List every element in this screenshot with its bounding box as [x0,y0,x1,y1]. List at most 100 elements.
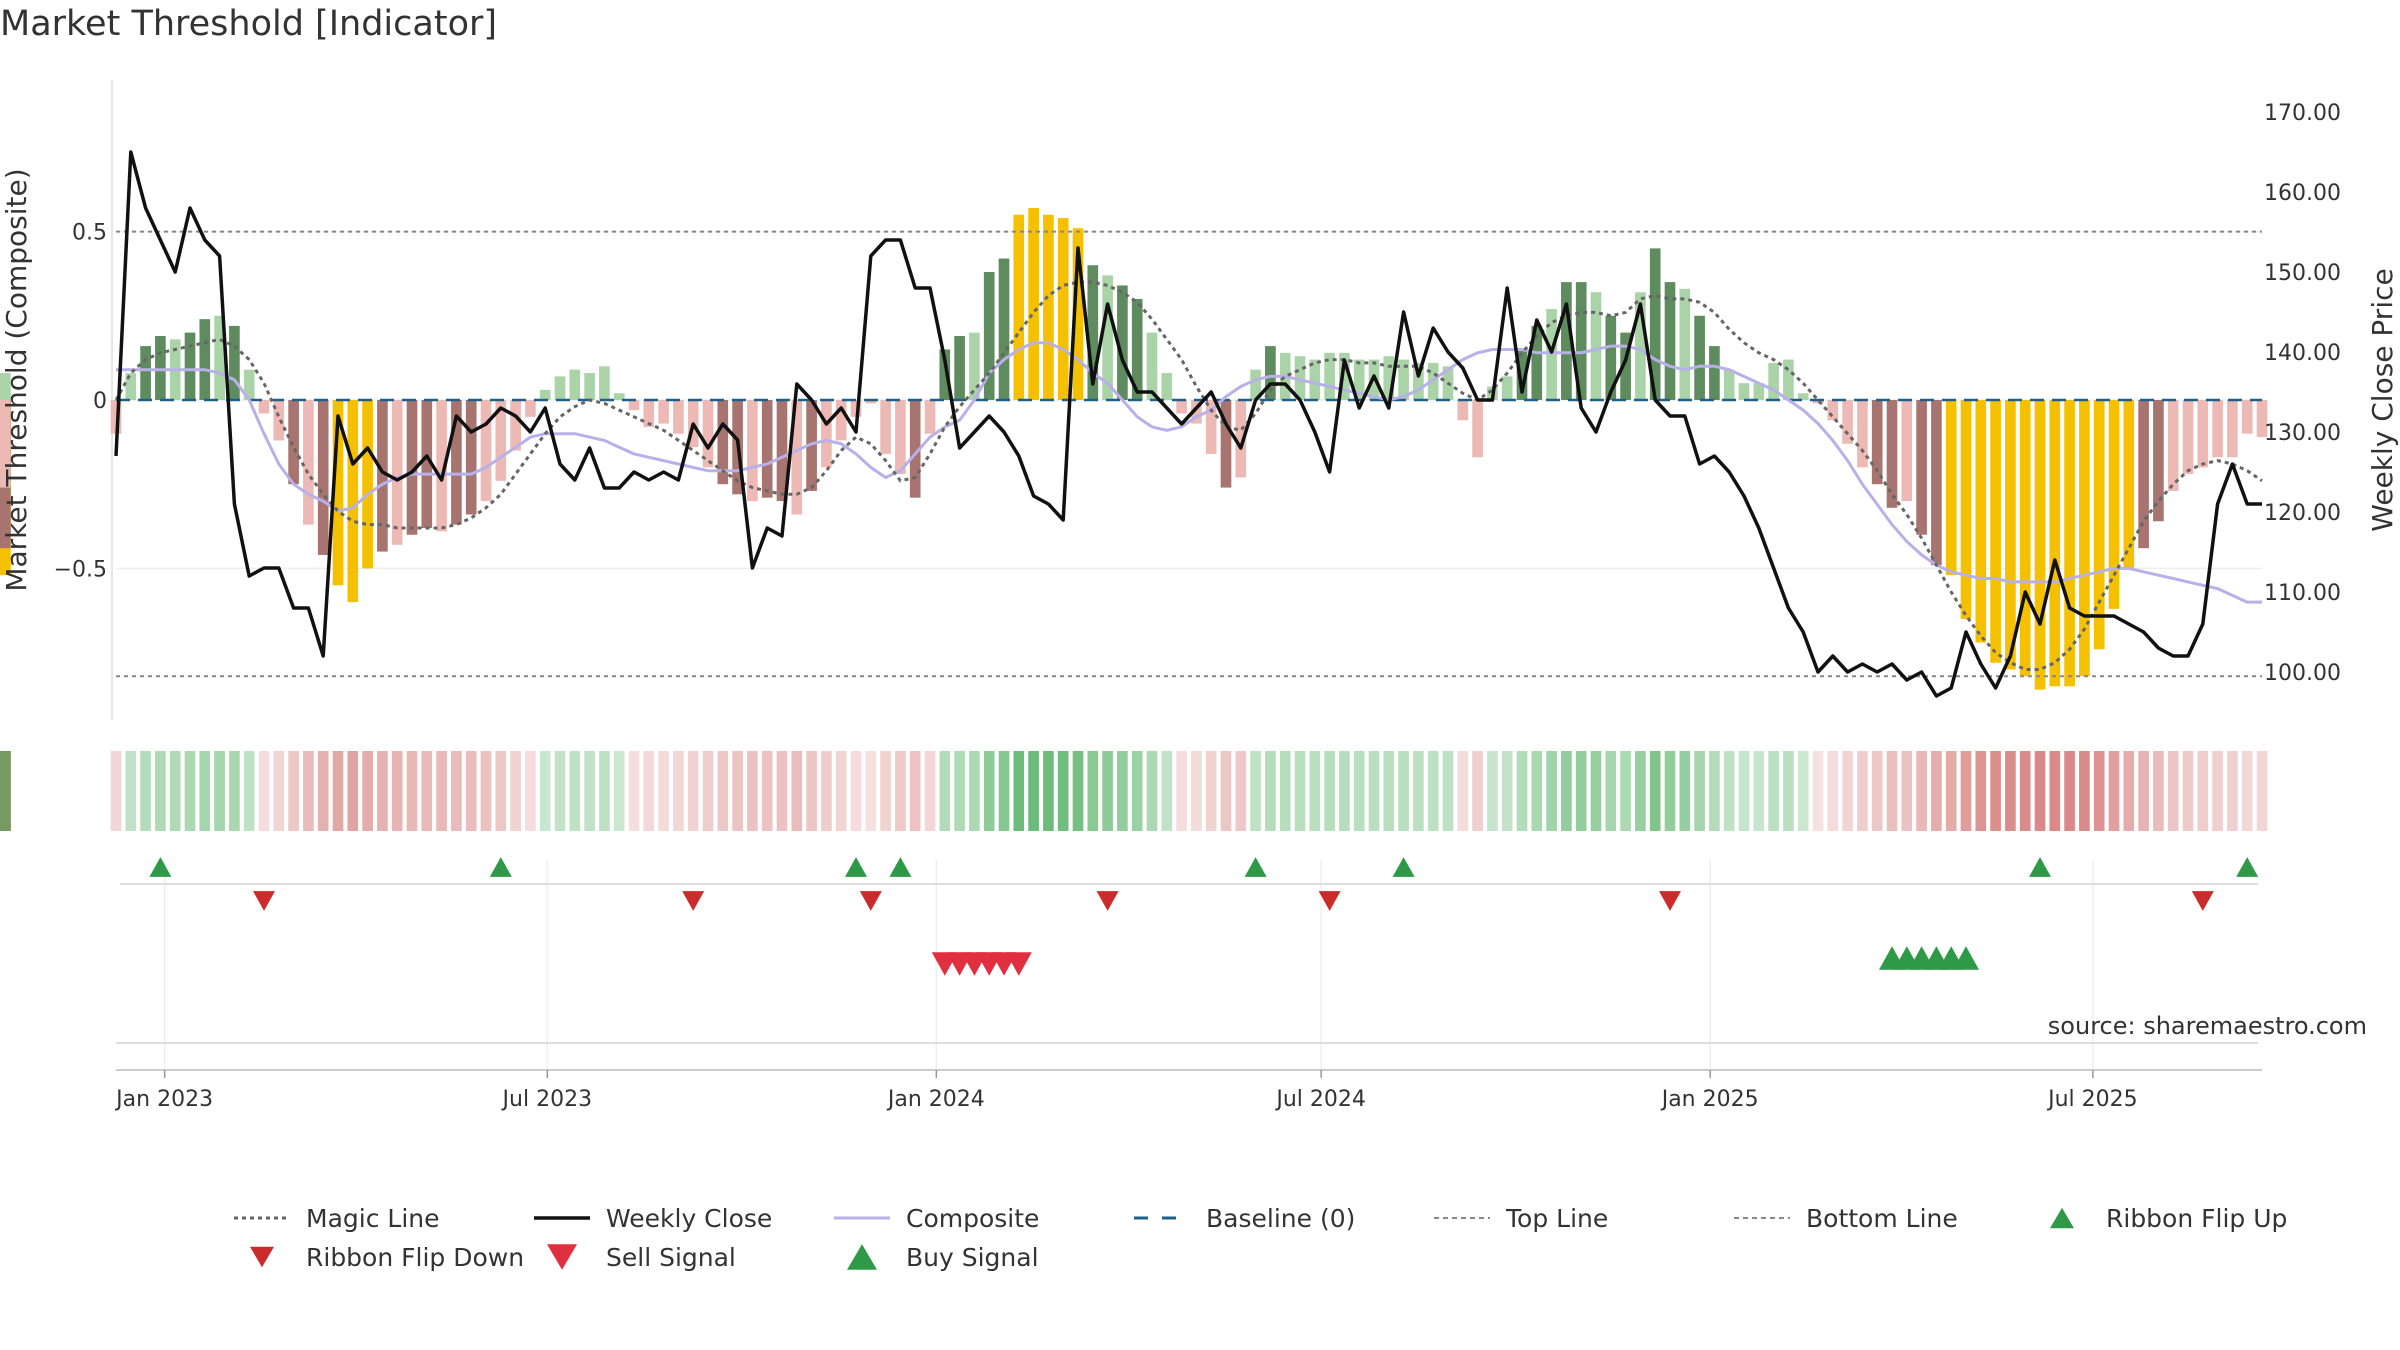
ribbon-segment [1383,751,1395,831]
ribbon-segment [2093,751,2105,831]
ribbon-segment [1812,751,1824,831]
composite-bar [569,369,581,400]
composite-bar [821,400,832,468]
composite-bar [1546,309,1557,400]
ribbon-segment [628,751,640,831]
ribbon-segment [1797,751,1809,831]
ribbon-segment [1146,751,1158,831]
ribbon-segment [0,751,11,831]
ribbon-segment [1990,751,2001,831]
composite-bar [199,319,211,400]
ribbon-segment [1353,751,1365,831]
ribbon-segment [347,751,359,831]
composite-bar [1501,376,1513,400]
x-tick-label: Jul 2024 [1274,1087,1366,1112]
y-right-tick-label: 150.00 [2264,261,2341,286]
y-right-tick-label: 140.00 [2264,341,2341,366]
ribbon-segment [391,751,403,831]
ribbon-segment [1324,751,1335,831]
ribbon-segment [1768,751,1779,831]
composite-bar [924,400,936,434]
y-right-tick-label: 100.00 [2264,661,2341,686]
ribbon-segment [687,751,699,831]
y-right-tick-label: 130.00 [2264,421,2341,446]
composite-bar [2064,400,2075,687]
ribbon-segment [1723,751,1735,831]
composite-bar [317,400,329,555]
composite-bar [436,400,447,532]
ribbon-segment [2005,751,2016,831]
composite-bar [702,400,714,468]
ribbon-segment [465,751,477,831]
composite-bar [939,349,951,400]
ribbon-segment [1427,751,1439,831]
weekly-close-line [114,150,2262,698]
ribbon-flip-up-marker [1244,857,1267,877]
composite-bar [1043,214,1054,400]
composite-bar [2241,400,2253,434]
legend-label: Top Line [1505,1204,1608,1233]
composite-bar [1087,265,1099,400]
composite-bar [673,400,684,434]
composite-bar [539,389,551,400]
composite-bar [2212,400,2223,458]
composite-bar [2256,400,2268,438]
composite-bar [1812,400,1824,404]
composite-bar [835,400,847,441]
composite-bar [2093,400,2105,650]
ribbon-segment [613,751,625,831]
composite-bar [2182,400,2194,475]
ribbon-segment [2064,751,2075,831]
ribbon-segment [1501,751,1513,831]
ribbon-flip-down-marker [1096,891,1119,911]
composite-bar [1990,400,2001,663]
ribbon-flip-up-marker [149,857,172,877]
chart-title: Market Threshold [Indicator] [0,4,498,44]
ribbon-segment [1516,751,1528,831]
ribbon-segment [155,751,166,831]
composite-bar [406,400,418,535]
composite-bar [895,400,906,475]
composite-bar [1309,359,1321,400]
ribbon-segment [1442,751,1454,831]
ribbon-segment [880,751,891,831]
composite-bar [2005,400,2016,670]
composite-bar [1605,315,1617,400]
ribbon-segment [998,751,1010,831]
ribbon-segment [1931,751,1942,831]
ribbon-segment [0,751,11,831]
ribbon-segment [821,751,832,831]
ribbon-segment [717,751,729,831]
ribbon-flip-up-marker [845,857,867,877]
ribbon-segment [377,751,388,831]
legend-label: Weekly Close [606,1204,772,1233]
y-right-tick-label: 170.00 [2264,101,2341,126]
composite-bar [2108,400,2120,609]
ribbon-segment [288,751,299,831]
ribbon-segment [2034,751,2046,831]
ribbon-segment [525,751,536,831]
composite-bar [1694,315,1705,400]
y-right-tick-label: 160.00 [2264,181,2341,206]
ribbon-segment [1694,751,1705,831]
ribbon-segment [702,751,714,831]
composite-bar [110,400,122,434]
composite-bar [1220,400,1232,488]
ribbon-segment [1827,751,1839,831]
ribbon-segment [643,751,655,831]
ribbon-segment [1620,751,1631,831]
ribbon-segment [1561,751,1572,831]
ribbon-segment [1205,751,1217,831]
legend-label: Magic Line [306,1204,440,1233]
ribbon-segment [909,751,921,831]
ribbon-segment [199,751,211,831]
composite-bar [465,400,477,515]
ribbon-segment [1176,751,1187,831]
ribbon-segment [480,751,492,831]
composite-bar [451,400,462,525]
ribbon-segment [303,751,314,831]
composite-bar [806,400,817,491]
ribbon-segment [2123,751,2135,831]
composite-bar [1324,352,1335,400]
